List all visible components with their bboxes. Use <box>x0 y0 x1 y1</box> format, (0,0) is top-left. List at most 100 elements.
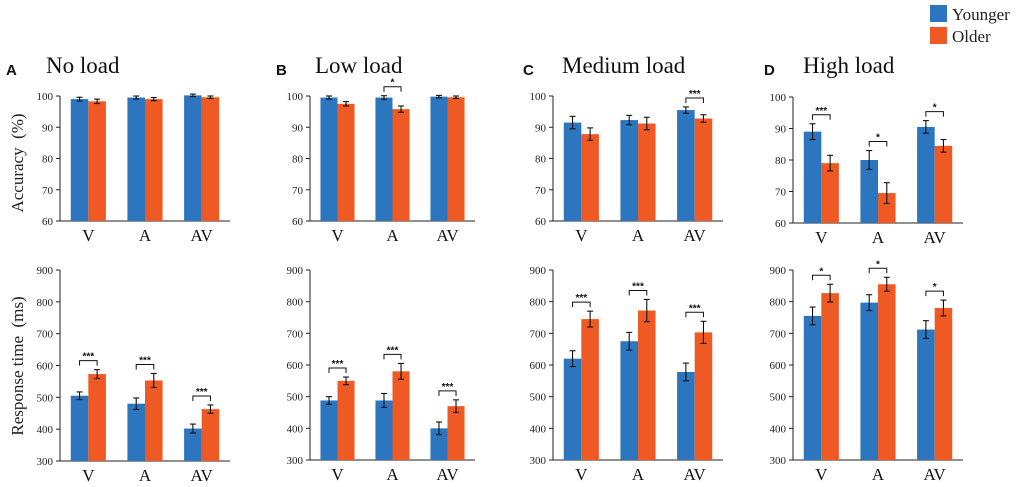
significance-bracket <box>685 97 704 103</box>
significance-bracket <box>628 289 648 296</box>
significance-bracket <box>925 111 944 117</box>
x-tick-label: A <box>872 228 885 247</box>
bar-younger-av <box>430 96 448 221</box>
bar-older-v <box>581 134 599 221</box>
y-tick-label: 500 <box>770 392 787 404</box>
x-tick-label: V <box>82 226 95 245</box>
legend-label-older: Older <box>952 27 991 46</box>
y-tick-label: 400 <box>37 424 54 436</box>
y-tick-label: 400 <box>530 423 547 435</box>
panel-title-high-load: High load <box>803 53 895 78</box>
y-tick-label: 60 <box>775 218 787 230</box>
significance-label: *** <box>332 359 344 370</box>
significance-bracket <box>812 274 831 281</box>
bar-younger-a <box>620 341 638 460</box>
y-tick-label: 900 <box>37 265 54 277</box>
chart-b-accuracy: 60 70 80 90 100 V A * AV <box>287 78 475 245</box>
significance-label: * <box>819 266 823 277</box>
y-tick-label: 80 <box>42 154 54 166</box>
y-tick-label: 700 <box>287 328 304 340</box>
significance-label: *** <box>442 382 454 393</box>
y-tick-label: 500 <box>530 392 547 404</box>
y-axis-label-accuracy: Accuracy (%) <box>8 113 27 212</box>
significance-label: *** <box>82 352 94 363</box>
panel-title-no-load: No load <box>46 53 120 78</box>
y-tick-label: 90 <box>42 122 54 134</box>
y-tick-label: 60 <box>535 216 547 228</box>
x-tick-label: AV <box>190 466 213 485</box>
legend-swatch-older <box>930 27 947 44</box>
bar-older-v <box>88 101 106 221</box>
bar-older-a <box>392 109 410 221</box>
bar-older-av <box>447 97 465 221</box>
bar-older-a <box>878 284 896 460</box>
bar-older-v <box>337 103 355 221</box>
chart-a-rt: 300 400 500 600 700 800 900 V *** A *** AV *** <box>37 265 230 485</box>
bar-younger-av <box>184 428 202 461</box>
significance-label: * <box>876 259 880 270</box>
significance-label: *** <box>689 303 701 314</box>
y-tick-label: 100 <box>770 92 787 104</box>
significance-bracket <box>328 367 347 374</box>
significance-label: *** <box>815 106 827 117</box>
bar-younger-a <box>375 400 393 460</box>
bar-older-av <box>934 308 953 460</box>
y-tick-label: 90 <box>292 122 304 134</box>
y-tick-label: 300 <box>530 455 547 467</box>
y-tick-label: 100 <box>530 91 547 103</box>
bar-younger-av <box>184 95 202 221</box>
significance-label: *** <box>575 293 587 304</box>
significance-bracket <box>135 363 155 370</box>
y-tick-label: 60 <box>292 216 304 228</box>
y-tick-label: 300 <box>287 455 304 467</box>
x-tick-label: AV <box>683 226 706 245</box>
y-tick-label: 800 <box>530 297 547 309</box>
x-tick-label: V <box>815 465 828 484</box>
y-tick-label: 600 <box>37 361 54 373</box>
chart-c-accuracy: 60 70 80 90 100 V A AV *** <box>530 89 723 245</box>
bar-older-av <box>694 118 713 221</box>
bar-older-a <box>878 193 896 223</box>
y-tick-label: 70 <box>535 185 547 197</box>
chart-d-accuracy: 60 70 80 90 100 V *** A * AV * <box>770 92 963 247</box>
x-tick-label: AV <box>923 465 946 484</box>
bar-older-a <box>392 371 410 460</box>
y-tick-label: 600 <box>530 360 547 372</box>
bar-younger-av <box>677 371 695 460</box>
bar-younger-v <box>320 97 338 221</box>
x-tick-label: A <box>386 226 399 245</box>
y-tick-label: 800 <box>770 297 787 309</box>
bar-older-v <box>821 163 839 223</box>
bar-older-v <box>337 380 355 460</box>
panel-title-low-load: Low load <box>315 53 403 78</box>
bar-older-a <box>145 99 163 221</box>
x-tick-label: AV <box>436 465 459 484</box>
significance-bracket <box>438 390 457 396</box>
y-tick-label: 80 <box>775 155 787 167</box>
chart-a-accuracy: 60 70 80 90 100 V A AV <box>37 91 230 245</box>
bar-older-a <box>638 310 656 460</box>
panel-letter-b: B <box>276 62 287 79</box>
significance-bracket <box>383 86 402 92</box>
panel-title-medium-load: Medium load <box>562 53 686 78</box>
y-tick-label: 60 <box>42 216 54 228</box>
significance-bracket <box>572 301 591 308</box>
bar-younger-a <box>860 160 878 223</box>
bar-younger-a <box>127 97 145 221</box>
significance-bracket <box>868 141 888 147</box>
significance-label: *** <box>387 345 399 356</box>
significance-label: * <box>391 78 395 89</box>
y-axis-label-response-time: Response time (ms) <box>8 296 27 435</box>
y-tick-label: 400 <box>770 423 787 435</box>
legend-label-younger: Younger <box>952 5 1010 24</box>
y-tick-label: 900 <box>287 265 304 277</box>
y-tick-label: 700 <box>770 328 787 340</box>
bar-younger-a <box>620 120 638 221</box>
panel-letter-c: C <box>523 62 534 79</box>
x-tick-label: AV <box>683 465 706 484</box>
bar-younger-v <box>803 315 822 460</box>
y-tick-label: 600 <box>287 360 304 372</box>
y-tick-label: 100 <box>287 91 304 103</box>
y-tick-label: 90 <box>775 124 787 136</box>
x-tick-label: A <box>632 226 645 245</box>
